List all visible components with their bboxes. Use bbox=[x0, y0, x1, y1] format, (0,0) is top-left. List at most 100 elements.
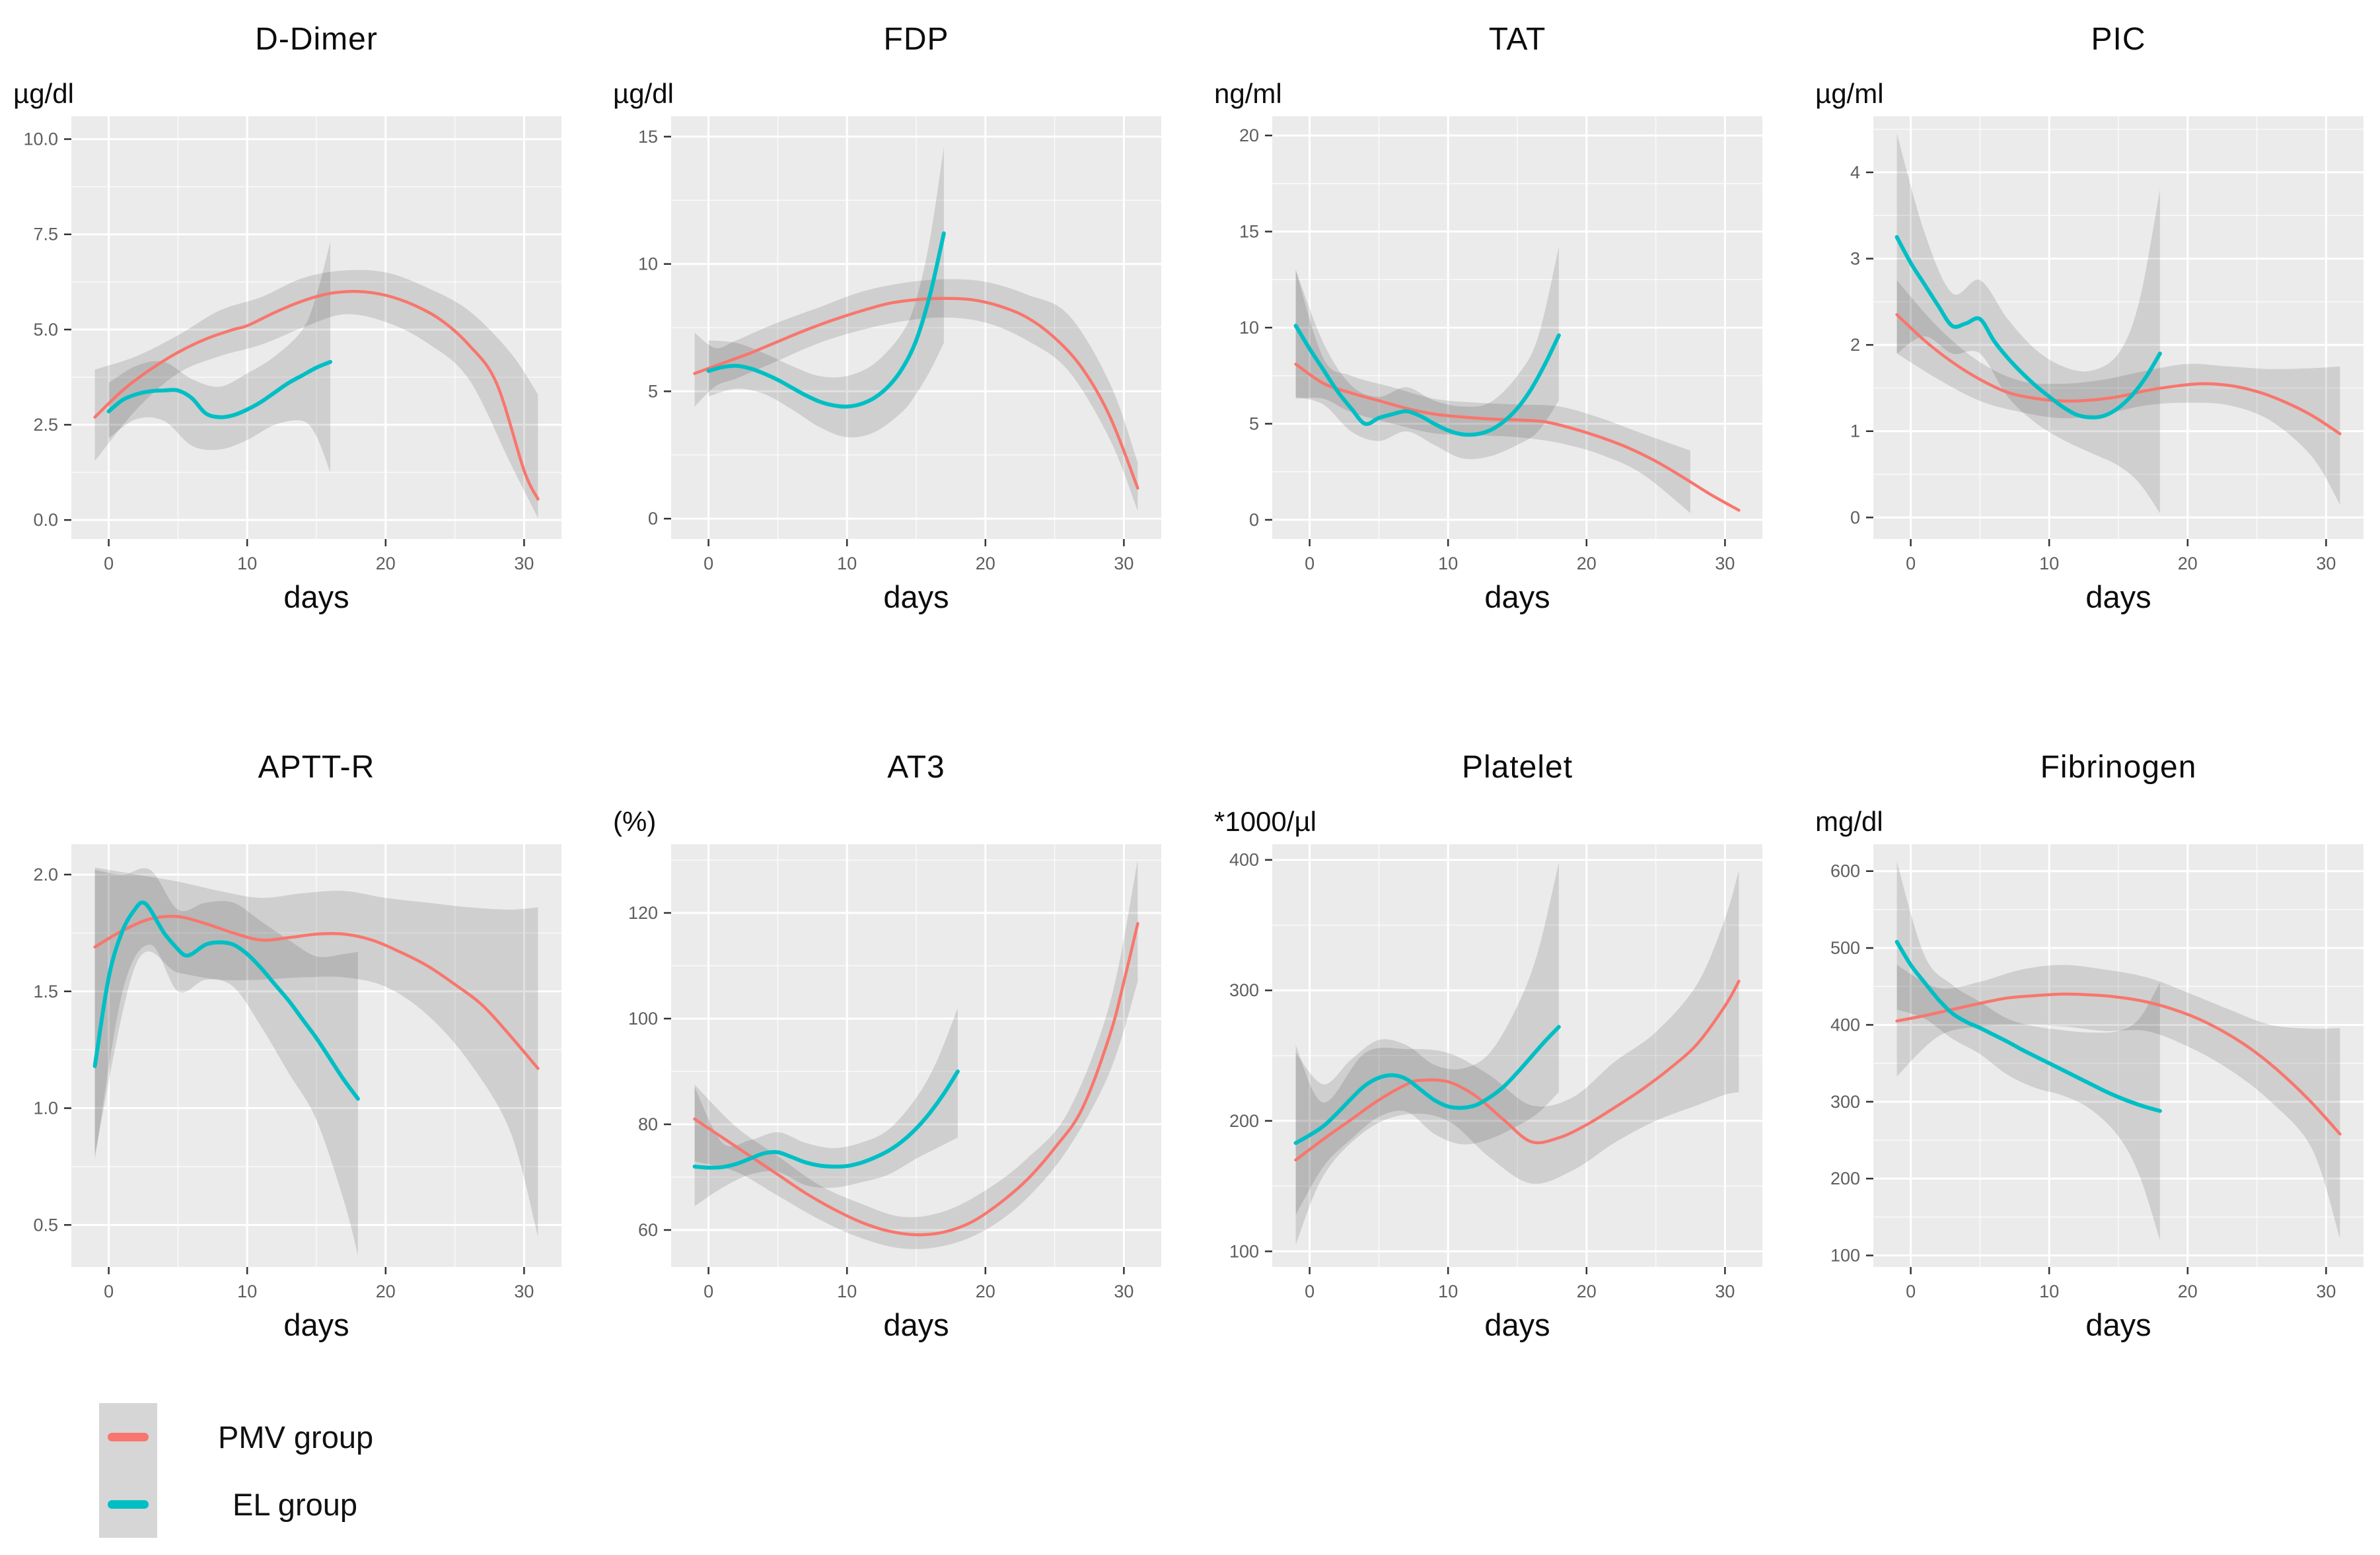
y-tick-label: 0 bbox=[1850, 507, 1860, 527]
pmv-curve bbox=[693, 922, 1139, 1237]
chart-plot: 0 10 20 30 0 5 10 15 bbox=[638, 116, 1161, 573]
el-curve bbox=[106, 359, 332, 419]
x-axis-title: days bbox=[883, 1307, 949, 1342]
x-tick-label: 0 bbox=[1305, 554, 1315, 573]
x-axis-title: days bbox=[1484, 579, 1550, 614]
x-tick-label: 0 bbox=[703, 554, 713, 573]
el-curve bbox=[1894, 235, 2162, 419]
y-tick-label: 10 bbox=[1239, 318, 1259, 338]
pmv-confidence-ribbon bbox=[1896, 280, 2340, 505]
y-axis-unit-label: *1000/µl bbox=[1214, 806, 1316, 837]
x-tick-label: 10 bbox=[837, 1282, 857, 1301]
pmv-curve bbox=[1895, 992, 2342, 1136]
x-axis-title: days bbox=[283, 579, 349, 614]
chart-plot: 0 10 20 30 0.5 1.0 1.5 2.0 bbox=[33, 844, 561, 1301]
y-axis-unit-label: µg/dl bbox=[613, 78, 674, 109]
y-axis-unit-label: µg/ml bbox=[1815, 78, 1884, 109]
x-tick-label: 30 bbox=[1114, 554, 1134, 573]
plot-area bbox=[1894, 133, 2342, 513]
y-tick-label: 300 bbox=[1229, 980, 1259, 1000]
x-tick-label: 20 bbox=[376, 1282, 396, 1301]
x-axis-title: days bbox=[283, 1307, 349, 1342]
y-tick-label: 500 bbox=[1830, 938, 1860, 958]
pmv-curve bbox=[1294, 363, 1741, 512]
chart-cell-aptt-r: 0 10 20 30 0.5 1.0 1.5 2.0 APTT-R days bbox=[5, 733, 593, 1394]
legend-key-column bbox=[99, 1403, 157, 1538]
pmv-curve bbox=[93, 289, 540, 501]
y-tick-label: 80 bbox=[638, 1114, 658, 1134]
y-tick-label: 1.5 bbox=[33, 982, 58, 1001]
x-axis-title: days bbox=[2085, 579, 2151, 614]
x-tick-label: 20 bbox=[2178, 554, 2198, 573]
x-tick-label: 0 bbox=[1906, 554, 1916, 573]
legend-label-pmv: PMV group bbox=[218, 1419, 374, 1455]
x-axis-title: days bbox=[2085, 1307, 2151, 1342]
y-tick-label: 600 bbox=[1830, 861, 1860, 881]
el-curve bbox=[1293, 1025, 1561, 1145]
pmv-curve bbox=[93, 914, 540, 1070]
x-tick-label: 10 bbox=[1438, 554, 1458, 573]
legend-key-el bbox=[99, 1470, 157, 1538]
y-tick-label: 60 bbox=[638, 1220, 658, 1240]
y-axis-unit-label: ng/ml bbox=[1214, 78, 1282, 109]
x-tick-label: 10 bbox=[837, 554, 857, 573]
y-axis-unit-label: (%) bbox=[613, 806, 657, 837]
chart-plot: 0 10 20 30 60 80 100 120 bbox=[628, 844, 1161, 1301]
y-axis-unit-label: µg/dl bbox=[13, 78, 74, 109]
pmv-confidence-ribbon bbox=[694, 279, 1138, 511]
chart-title: APTT-R bbox=[258, 750, 375, 785]
y-tick-label: 1 bbox=[1850, 421, 1860, 441]
chart-plot: 0 10 20 30 0 1 2 3 4 bbox=[1850, 116, 2363, 573]
y-tick-label: 10 bbox=[638, 254, 658, 274]
y-tick-label: 15 bbox=[1239, 222, 1259, 242]
el-line-swatch-icon bbox=[108, 1500, 149, 1509]
chart-cell-fibrinogen: 0 10 20 30 100 200 300 400 500 600 Fibrinogen mg/dl… bbox=[1807, 733, 2380, 1394]
chart-title: Fibrinogen bbox=[2040, 750, 2197, 785]
y-tick-label: 200 bbox=[1229, 1111, 1259, 1131]
el-confidence-ribbon bbox=[708, 147, 944, 438]
legend: PMV group EL group bbox=[99, 1403, 373, 1538]
chart-title: Platelet bbox=[1461, 750, 1573, 785]
y-tick-label: 100 bbox=[1229, 1241, 1259, 1261]
x-tick-label: 30 bbox=[1715, 1282, 1735, 1301]
y-tick-label: 3 bbox=[1850, 249, 1860, 269]
chart-title: TAT bbox=[1488, 22, 1546, 57]
chart-title: PIC bbox=[2091, 22, 2146, 57]
x-tick-label: 20 bbox=[2178, 1282, 2198, 1301]
y-tick-label: 400 bbox=[1229, 850, 1259, 870]
plot-area bbox=[692, 860, 1139, 1249]
x-tick-label: 0 bbox=[1906, 1282, 1916, 1301]
y-tick-label: 0.5 bbox=[33, 1215, 58, 1235]
x-tick-label: 0 bbox=[104, 554, 114, 573]
plot-area bbox=[92, 867, 540, 1256]
el-confidence-ribbon bbox=[108, 242, 330, 473]
y-tick-label: 15 bbox=[638, 127, 658, 147]
el-curve bbox=[92, 900, 360, 1101]
y-tick-label: 5 bbox=[648, 381, 658, 401]
x-axis-title: days bbox=[1484, 1307, 1550, 1342]
plot-area bbox=[1293, 862, 1741, 1245]
el-curve bbox=[1894, 939, 2162, 1113]
chart-cell-platelet: 0 10 20 30 100 200 300 400 Platelet *1000/µl days bbox=[1206, 733, 1794, 1394]
pmv-line-swatch-icon bbox=[108, 1432, 149, 1441]
plot-area bbox=[1293, 246, 1741, 513]
legend-key-pmv bbox=[99, 1403, 157, 1470]
chart-title: FDP bbox=[883, 22, 949, 57]
x-tick-label: 30 bbox=[514, 554, 534, 573]
x-tick-label: 30 bbox=[2316, 1282, 2336, 1301]
y-tick-label: 2 bbox=[1850, 335, 1860, 355]
el-confidence-ribbon bbox=[94, 868, 358, 1256]
x-tick-label: 10 bbox=[237, 1282, 257, 1301]
chart-title: AT3 bbox=[887, 750, 945, 785]
x-tick-label: 0 bbox=[104, 1282, 114, 1301]
y-tick-label: 0.0 bbox=[33, 510, 58, 530]
chart-cell-d-dimer: 0 10 20 30 0.0 2.5 5.0 7.5 10.0 D-Dimer µg/dl days bbox=[5, 5, 593, 666]
legend-label-el: EL group bbox=[233, 1486, 358, 1522]
el-confidence-ribbon bbox=[1295, 246, 1559, 460]
x-tick-label: 20 bbox=[376, 554, 396, 573]
pmv-confidence-ribbon bbox=[1295, 270, 1690, 513]
y-tick-label: 400 bbox=[1830, 1015, 1860, 1034]
chart-title: D-Dimer bbox=[255, 22, 378, 57]
chart-plot: 0 10 20 30 0.0 2.5 5.0 7.5 10.0 bbox=[23, 116, 561, 573]
